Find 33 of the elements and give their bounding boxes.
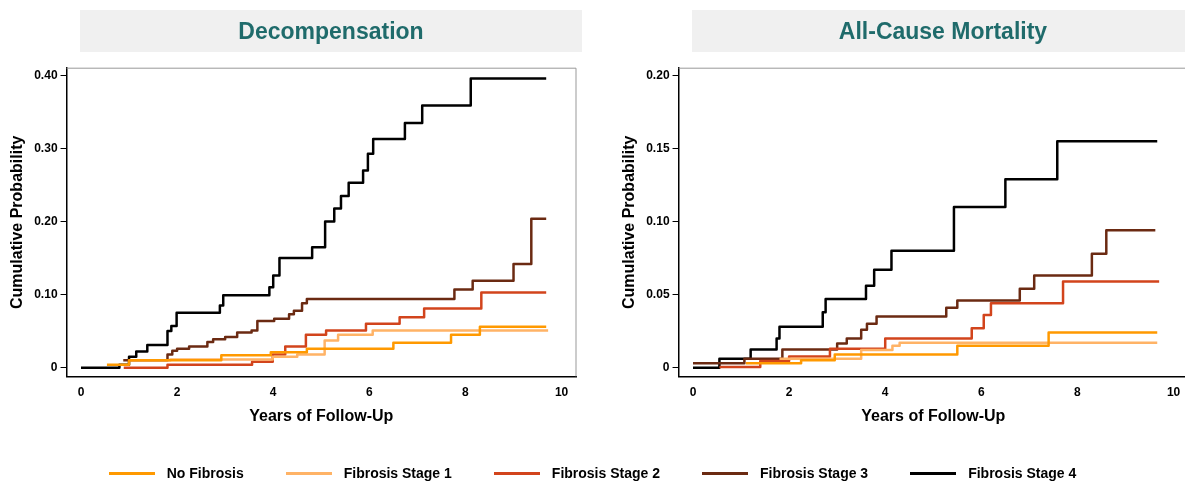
chart-title: All-Cause Mortality [692, 10, 1185, 52]
y-tick-label: 0.20 [34, 213, 58, 228]
x-tick-label: 2 [785, 384, 793, 399]
y-tick-label: 0 [50, 359, 58, 374]
y-tick-label: 0 [662, 359, 670, 374]
legend-label: Fibrosis Stage 3 [760, 465, 869, 481]
legend-label: Fibrosis Stage 4 [968, 465, 1077, 481]
x-tick-label: 4 [269, 384, 277, 399]
y-tick-label: 0.10 [34, 286, 58, 301]
legend-label: No Fibrosis [166, 465, 244, 481]
y-axis-title: Cumulative Probability [8, 135, 26, 309]
y-tick-label: 0.20 [646, 67, 670, 82]
y-tick-label: 0.05 [646, 286, 670, 301]
x-tick-label: 10 [554, 384, 569, 399]
legend-label: Fibrosis Stage 1 [343, 465, 452, 481]
y-tick-label: 0.15 [646, 140, 670, 155]
x-tick-label: 8 [462, 384, 470, 399]
x-tick-label: 6 [365, 384, 373, 399]
x-tick-label: 2 [173, 384, 181, 399]
y-tick-label: 0.40 [34, 67, 58, 82]
x-tick-label: 0 [689, 384, 697, 399]
chart-title: Decompensation [80, 10, 582, 52]
x-tick-label: 6 [977, 384, 985, 399]
x-tick-label: 0 [77, 384, 85, 399]
x-tick-label: 4 [881, 384, 889, 399]
x-axis-title: Years of Follow-Up [861, 406, 1006, 424]
x-axis-title: Years of Follow-Up [249, 406, 394, 424]
y-tick-label: 0.10 [646, 213, 670, 228]
y-axis-title: Cumulative Probability [620, 135, 638, 309]
legend-label: Fibrosis Stage 2 [551, 465, 660, 481]
x-tick-label: 10 [1166, 384, 1181, 399]
x-tick-label: 8 [1074, 384, 1082, 399]
y-tick-label: 0.30 [34, 140, 58, 155]
